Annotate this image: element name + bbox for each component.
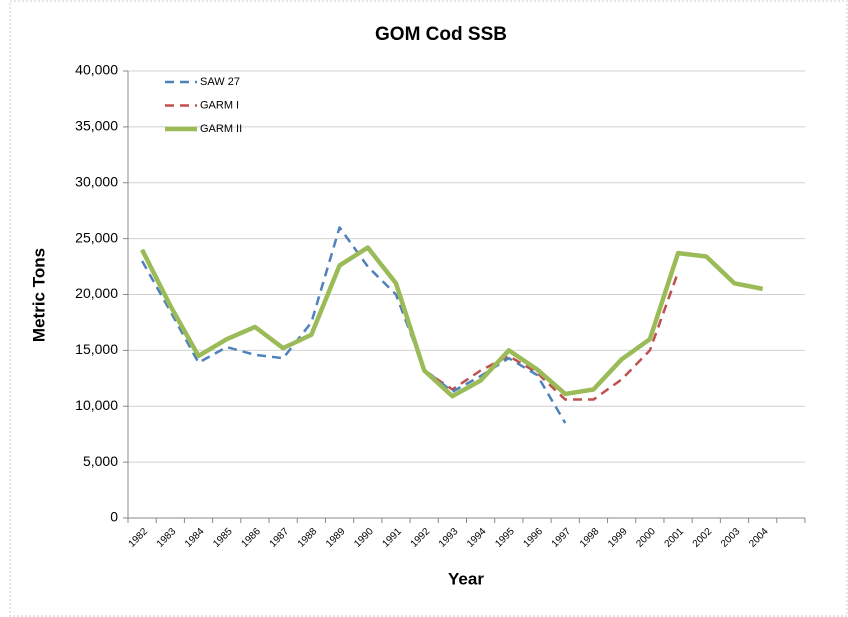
legend-label: GARM I [200,99,239,111]
y-tick-label: 0 [110,509,118,525]
y-tick-label: 30,000 [75,173,118,189]
y-tick-label: 15,000 [75,341,118,357]
legend-label: GARM II [200,123,242,135]
y-tick-label: 10,000 [75,397,118,413]
chart-frame [9,0,848,617]
y-tick-label: 20,000 [75,285,118,301]
line-series [140,245,764,399]
x-axis-label: Year [448,569,484,588]
y-tick-label: 40,000 [75,62,118,78]
y-tick-label: 5,000 [83,453,118,469]
legend-label: SAW 27 [200,76,240,88]
y-axis-label: Metric Tons [29,248,48,342]
y-tick-label: 25,000 [75,229,118,245]
chart-title: GOM Cod SSB [375,24,507,45]
y-tick-label: 35,000 [75,118,118,134]
